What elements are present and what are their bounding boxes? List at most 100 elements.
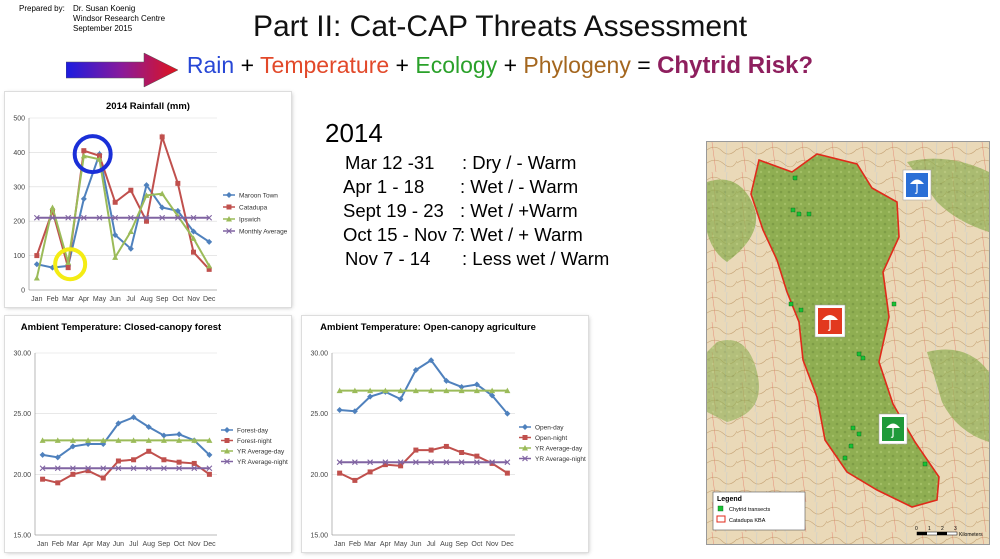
data-point bbox=[428, 459, 435, 466]
data-point bbox=[145, 437, 152, 443]
series-markers bbox=[33, 214, 213, 221]
data-point bbox=[160, 432, 167, 439]
data-point bbox=[206, 465, 213, 472]
data-point bbox=[428, 387, 435, 394]
x-tick-label: Nov bbox=[187, 296, 200, 303]
data-point bbox=[190, 214, 197, 221]
data-point bbox=[174, 207, 181, 214]
period-condition: : Less wet / Warm bbox=[462, 248, 610, 269]
data-point bbox=[49, 214, 56, 221]
map-legend: Legend Chytrid transects Catadupa KBA bbox=[712, 491, 806, 531]
data-point bbox=[161, 457, 167, 463]
data-point bbox=[115, 465, 122, 472]
gradient-arrow-icon bbox=[66, 52, 179, 88]
period-condition: : Wet / + Warm bbox=[460, 224, 583, 245]
page-title: Part II: Cat-CAP Threats Assessment bbox=[252, 10, 748, 43]
data-point bbox=[159, 190, 166, 197]
data-point bbox=[458, 387, 465, 394]
data-point bbox=[39, 465, 46, 472]
series-markers bbox=[336, 387, 511, 394]
data-point bbox=[160, 437, 167, 443]
highlight-circle-yellow bbox=[53, 247, 88, 282]
data-point bbox=[176, 437, 183, 443]
closed-canopy-chart-panel: Ambient Temperature: Closed-canopy fores… bbox=[5, 316, 291, 552]
data-point bbox=[130, 437, 137, 443]
data-point bbox=[206, 471, 212, 477]
data-point bbox=[65, 265, 71, 271]
data-point bbox=[474, 453, 480, 459]
scale-bar: 0 1 2 3 Kilometers bbox=[915, 526, 983, 538]
data-point bbox=[175, 180, 181, 186]
organization: Windsor Research Centre bbox=[73, 14, 166, 23]
data-point bbox=[226, 228, 232, 234]
legend-label: Open-night bbox=[535, 435, 567, 442]
data-point bbox=[85, 437, 92, 443]
legend-label: YR Average-day bbox=[237, 448, 285, 455]
data-point bbox=[504, 387, 511, 394]
x-tick-label: Mar bbox=[364, 541, 377, 548]
data-point bbox=[224, 427, 230, 433]
x-tick-label: Dec bbox=[501, 541, 514, 548]
legend-label: Ipswich bbox=[239, 216, 261, 223]
formula-rain: Rain bbox=[186, 52, 235, 78]
data-point bbox=[367, 469, 373, 475]
data-point bbox=[190, 235, 197, 241]
data-point bbox=[336, 387, 343, 394]
y-tick-label: 15.00 bbox=[13, 533, 31, 540]
data-point bbox=[145, 465, 152, 472]
data-point bbox=[504, 470, 510, 476]
x-tick-label: Apr bbox=[78, 296, 90, 303]
x-tick-label: May bbox=[97, 541, 111, 548]
data-point bbox=[191, 249, 196, 255]
rainfall-chart-panel: 2014 Rainfall (mm) 0 100 200 300 400 500 Jan Feb… bbox=[5, 92, 291, 307]
y-tick-label: 100 bbox=[13, 253, 25, 260]
data-point bbox=[33, 274, 40, 281]
data-point bbox=[382, 462, 388, 468]
period-range: Oct 15 - Nov 7 bbox=[343, 224, 463, 245]
prepared-label: Prepared by: bbox=[19, 4, 65, 13]
data-point bbox=[412, 459, 419, 466]
data-point bbox=[54, 454, 61, 461]
series-markers bbox=[337, 443, 510, 483]
data-point bbox=[65, 214, 72, 221]
period-condition: : Wet / +Warm bbox=[460, 200, 578, 221]
data-point bbox=[206, 437, 213, 443]
x-tick-label: Sep bbox=[158, 541, 171, 548]
data-point bbox=[473, 387, 480, 394]
data-point bbox=[80, 152, 87, 159]
data-point bbox=[522, 424, 528, 430]
chart-title: Ambient Temperature: Closed-canopy fores… bbox=[21, 322, 222, 333]
highlight-circle-blue bbox=[72, 134, 113, 175]
y-tick-label: 30.00 bbox=[310, 351, 328, 358]
data-point bbox=[443, 377, 450, 384]
data-point bbox=[336, 407, 343, 414]
data-point bbox=[337, 470, 343, 476]
legend-label: Catadupa bbox=[239, 204, 268, 211]
data-point bbox=[191, 465, 198, 472]
y-tick-label: 400 bbox=[13, 150, 25, 157]
legend-label: Forest-night bbox=[237, 438, 272, 445]
chart-title: Ambient Temperature: Open-canopy agricul… bbox=[320, 322, 536, 333]
data-point bbox=[146, 448, 152, 454]
data-point bbox=[206, 238, 213, 245]
data-point bbox=[473, 381, 480, 388]
data-point bbox=[351, 459, 358, 466]
data-point bbox=[65, 259, 72, 265]
scale-tick: 0 bbox=[915, 526, 918, 532]
data-point bbox=[159, 214, 166, 221]
x-tick-label: Sep bbox=[156, 296, 169, 303]
y-tick-label: 300 bbox=[13, 184, 25, 191]
data-point bbox=[131, 457, 137, 463]
data-point bbox=[80, 195, 87, 202]
data-point bbox=[489, 392, 496, 399]
data-point bbox=[190, 228, 197, 235]
data-point bbox=[130, 414, 137, 421]
y-tick-label: 200 bbox=[13, 219, 25, 226]
x-tick-label: Jul bbox=[427, 541, 436, 548]
series-line bbox=[339, 358, 509, 415]
data-point bbox=[39, 437, 46, 443]
data-point bbox=[504, 459, 511, 466]
x-tick-label: May bbox=[93, 296, 107, 303]
data-point bbox=[54, 465, 61, 472]
x-tick-label: Oct bbox=[174, 541, 185, 548]
